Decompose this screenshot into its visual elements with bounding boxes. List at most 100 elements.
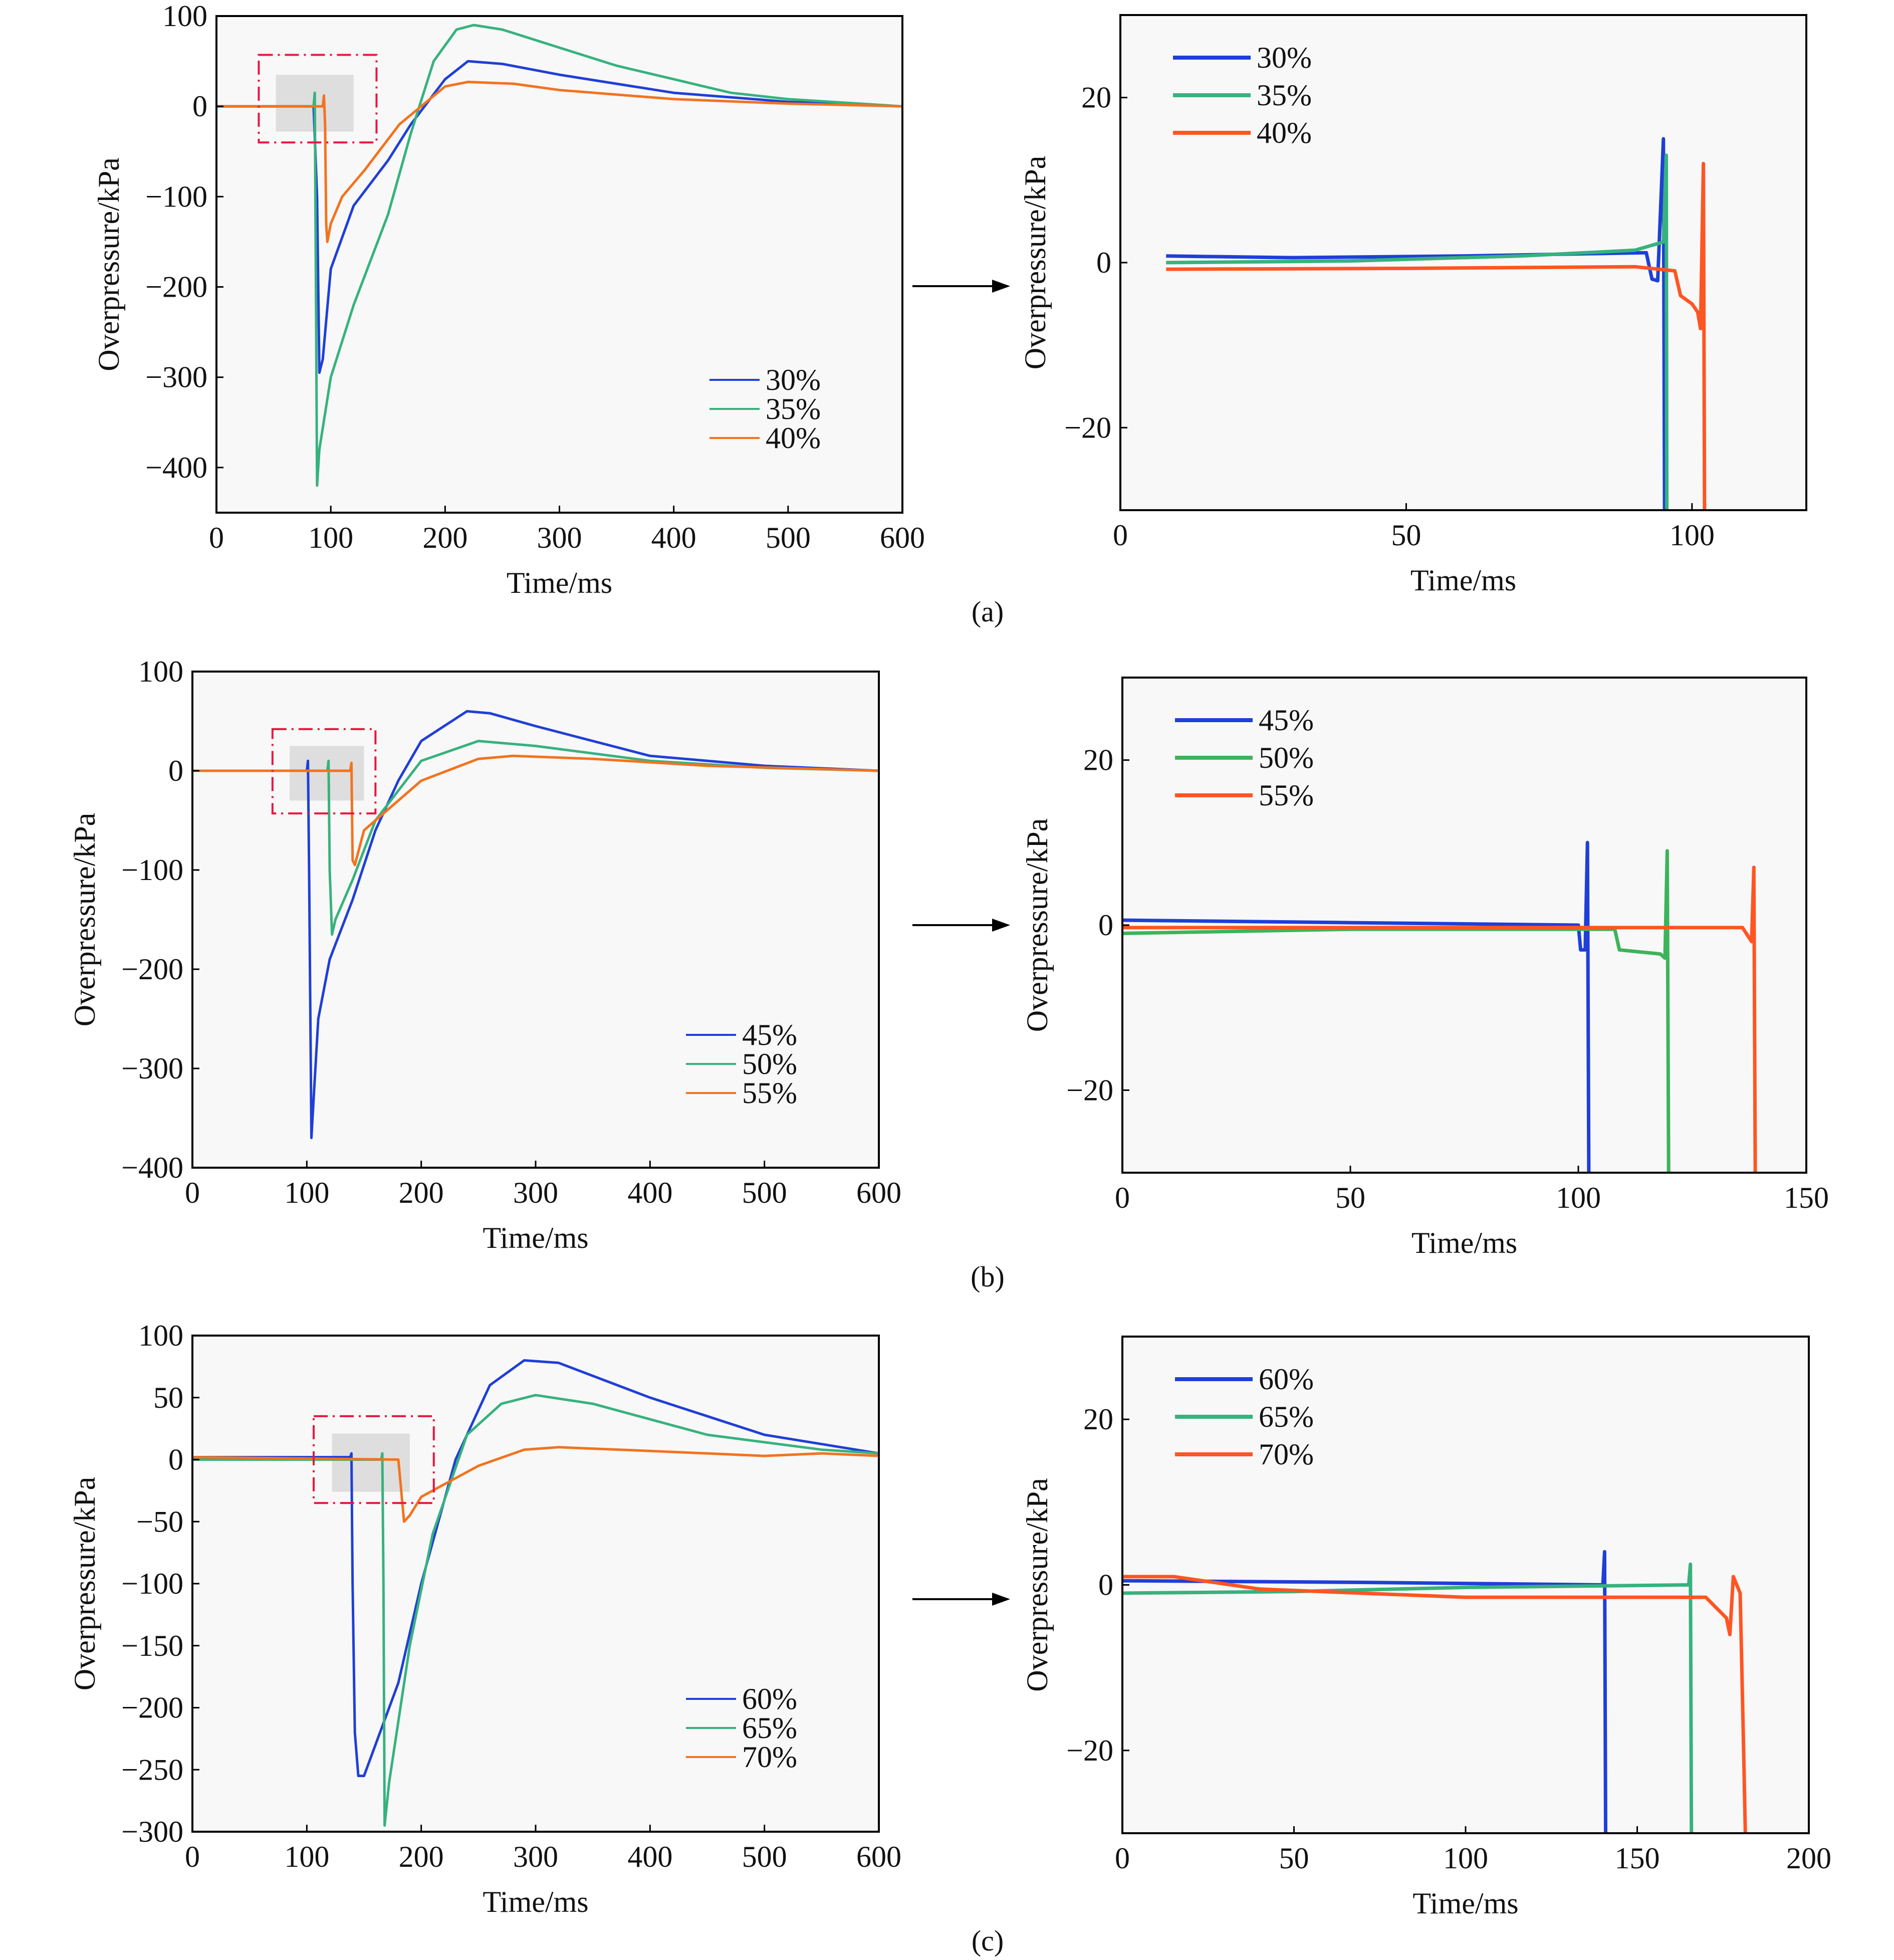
series-line-55pct	[192, 754, 879, 866]
arrow-a	[912, 280, 1010, 293]
legend-label: 30%	[766, 363, 821, 396]
y-tick-label: −50	[136, 1505, 183, 1538]
y-tick-label: −20	[1066, 1734, 1113, 1767]
series-line-70pct	[192, 1446, 879, 1523]
x-tick-label: 50	[1279, 1842, 1309, 1875]
panel-label-b: (b)	[971, 1260, 1005, 1293]
arrow-b	[912, 919, 1010, 932]
y-tick-label: 0	[168, 754, 183, 787]
y-tick-label: 20	[1083, 744, 1113, 777]
legend-label: 50%	[1259, 741, 1314, 774]
legend-label: 70%	[742, 1740, 797, 1774]
panel-label-c: (c)	[972, 1924, 1004, 1957]
series-line-40pct	[216, 81, 903, 243]
y-tick-label: −200	[121, 1691, 183, 1724]
legend-label: 55%	[1259, 779, 1314, 812]
y-tick-label: −20	[1064, 411, 1111, 444]
arrow-c	[912, 1593, 1010, 1606]
y-tick-label: 100	[138, 655, 183, 688]
series-line-70pct	[1122, 1575, 1747, 1834]
charts: 0 100 200 300 400 500 6001000−100−200−300−400T…	[68, 0, 1831, 1920]
legend-label: 40%	[1257, 116, 1312, 149]
series-line-30pct	[1166, 137, 1667, 511]
legend: 60%65%70%	[1175, 1363, 1314, 1471]
y-tick-label: −100	[145, 180, 207, 213]
y-tick-label: 100	[138, 1319, 183, 1352]
legend-label: 60%	[742, 1682, 797, 1715]
zoom-box	[271, 728, 377, 815]
y-tick-label: −150	[121, 1629, 183, 1662]
y-tick-label: 0	[1098, 909, 1113, 942]
y-tick-label: −100	[121, 1567, 183, 1600]
legend-label: 35%	[766, 392, 821, 425]
y-tick-label: 100	[162, 0, 207, 33]
legend: 45%50%55%	[686, 1018, 797, 1110]
series-line-35pct	[216, 24, 903, 487]
chart-3: 0 50 100 150200−20Time/msOverpressure/kPa45…	[1021, 677, 1829, 1259]
x-tick-label: 0	[185, 1840, 200, 1873]
legend-label: 65%	[1259, 1400, 1314, 1433]
x-tick-label: 200	[399, 1840, 444, 1873]
series-line-55pct	[1122, 865, 1757, 1173]
legend-label: 30%	[1257, 41, 1312, 74]
series-line-30pct	[216, 60, 903, 374]
series-line-35pct	[1166, 153, 1669, 511]
chart-5: 0 50 100 150 200200−20Time/msOverpressure/kP…	[1021, 1336, 1831, 1920]
x-tick-label: 600	[880, 521, 925, 554]
x-tick-label: 100	[308, 521, 353, 554]
y-tick-label: 0	[192, 90, 207, 123]
zoom-box	[313, 1415, 435, 1504]
x-tick-label: 150	[1784, 1181, 1829, 1214]
x-tick-label: 500	[742, 1840, 787, 1873]
x-axis-label: Time/ms	[483, 1885, 588, 1918]
y-axis-label: Overpressure/kPa	[68, 813, 101, 1027]
x-tick-label: 300	[513, 1176, 558, 1209]
series-line-65pct	[192, 1394, 879, 1827]
y-tick-label: −400	[145, 451, 207, 484]
x-axis-label: Time/ms	[1411, 1226, 1517, 1259]
x-tick-label: 0	[1115, 1842, 1130, 1875]
x-axis-label: Time/ms	[507, 566, 612, 599]
x-tick-label: 200	[399, 1176, 444, 1209]
series-line-45pct	[192, 710, 879, 1140]
legend-label: 45%	[742, 1018, 797, 1051]
y-axis-label: Overpressure/kPa	[68, 1477, 101, 1691]
legend: 45%50%55%	[1175, 704, 1314, 812]
x-tick-label: 500	[766, 521, 811, 554]
plot-area	[192, 1336, 879, 1832]
y-tick-label: −300	[121, 1052, 183, 1085]
legend: 30%35%40%	[709, 363, 821, 455]
legend: 60%65%70%	[686, 1682, 797, 1774]
series-line-40pct	[1166, 161, 1707, 511]
x-tick-label: 400	[651, 521, 696, 554]
y-tick-label: −200	[121, 953, 183, 986]
x-tick-label: 400	[627, 1176, 672, 1209]
y-tick-label: −20	[1066, 1073, 1113, 1107]
y-tick-label: 0	[168, 1443, 183, 1476]
x-tick-label: 600	[856, 1840, 901, 1873]
legend-label: 60%	[1259, 1363, 1314, 1396]
x-tick-label: 150	[1615, 1842, 1660, 1875]
chart-2: 0 100 200 300 400 500 600 100 0 −100 −200 −300 −400 T…	[68, 655, 901, 1254]
x-tick-label: 0	[185, 1176, 200, 1209]
x-tick-label: 100	[1556, 1181, 1601, 1214]
x-tick-label: 300	[513, 1840, 558, 1873]
x-tick-label: 100	[1443, 1842, 1488, 1875]
y-tick-label: −400	[121, 1151, 183, 1184]
zoom-box	[258, 54, 378, 144]
x-tick-label: 500	[742, 1176, 787, 1209]
x-tick-label: 200	[422, 521, 467, 554]
x-tick-label: 600	[856, 1176, 901, 1209]
y-axis-label: Overpressure/kPa	[92, 157, 125, 371]
y-tick-label: 50	[153, 1381, 183, 1414]
shaded-zoom-region	[332, 1433, 410, 1492]
y-axis-label: Overpressure/kPa	[1021, 818, 1054, 1032]
legend-label: 65%	[742, 1711, 797, 1745]
y-tick-label: −300	[121, 1815, 183, 1848]
x-tick-label: 400	[627, 1840, 672, 1873]
chart-1: 0 50 100 20 0 −20 Time/ms Overpressure/kPa 30% 35…	[1019, 14, 1807, 597]
y-axis-label: Overpressure/kPa	[1021, 1478, 1054, 1692]
y-tick-label: 0	[1096, 246, 1111, 279]
x-tick-label: 200	[1786, 1842, 1831, 1875]
